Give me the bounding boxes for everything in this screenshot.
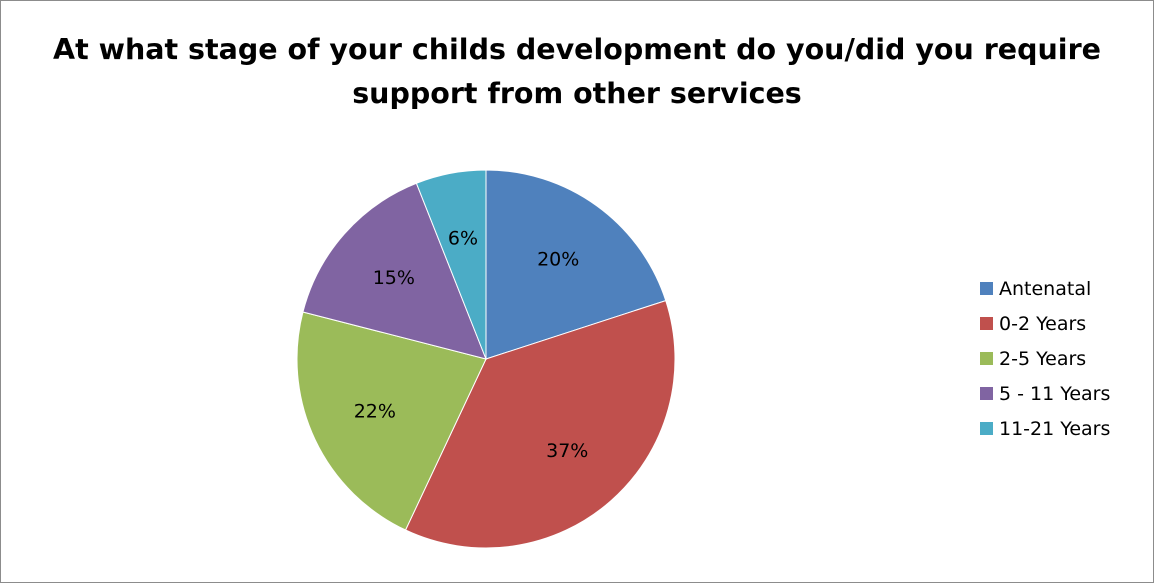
legend-label: Antenatal [999, 277, 1092, 300]
data-label-0-2-years: 37% [546, 440, 588, 462]
legend-item-antenatal: Antenatal [980, 271, 1110, 306]
pie-labels: 20% 37% 22% 15% 6% [354, 227, 589, 462]
data-label-2-5-years: 22% [354, 400, 396, 422]
data-label-5-11-years: 15% [373, 267, 415, 289]
legend-swatch [980, 317, 993, 330]
pie-slice-11-21-years [415, 169, 487, 360]
pie-slices [296, 169, 676, 549]
legend-swatch [980, 387, 993, 400]
legend-swatch [980, 352, 993, 365]
pie-slice-0-2-years [404, 299, 676, 549]
legend-label: 11-21 Years [999, 417, 1111, 440]
legend-item-5-11-years: 5 - 11 Years [980, 376, 1110, 411]
legend-label: 0-2 Years [999, 312, 1087, 335]
pie-slice-2-5-years [296, 311, 487, 531]
pie-slice-5-11-years [302, 182, 487, 360]
legend-item-2-5-years: 2-5 Years [980, 341, 1110, 376]
legend-label: 2-5 Years [999, 347, 1087, 370]
legend-swatch [980, 422, 993, 435]
legend-label: 5 - 11 Years [999, 382, 1111, 405]
data-label-11-21-years: 6% [448, 227, 478, 249]
legend-swatch [980, 282, 993, 295]
data-label-antenatal: 20% [537, 249, 579, 271]
chart-title-line-1: At what stage of your childs development… [53, 33, 1101, 66]
legend-item-0-2-years: 0-2 Years [980, 306, 1110, 341]
pie-slice-antenatal [485, 169, 667, 360]
chart-title-line-2: support from other services [352, 77, 802, 110]
chart-title: At what stage of your childs development… [0, 28, 1154, 116]
chart-legend: Antenatal 0-2 Years 2-5 Years 5 - 11 Yea… [980, 271, 1110, 446]
legend-item-11-21-years: 11-21 Years [980, 411, 1110, 446]
